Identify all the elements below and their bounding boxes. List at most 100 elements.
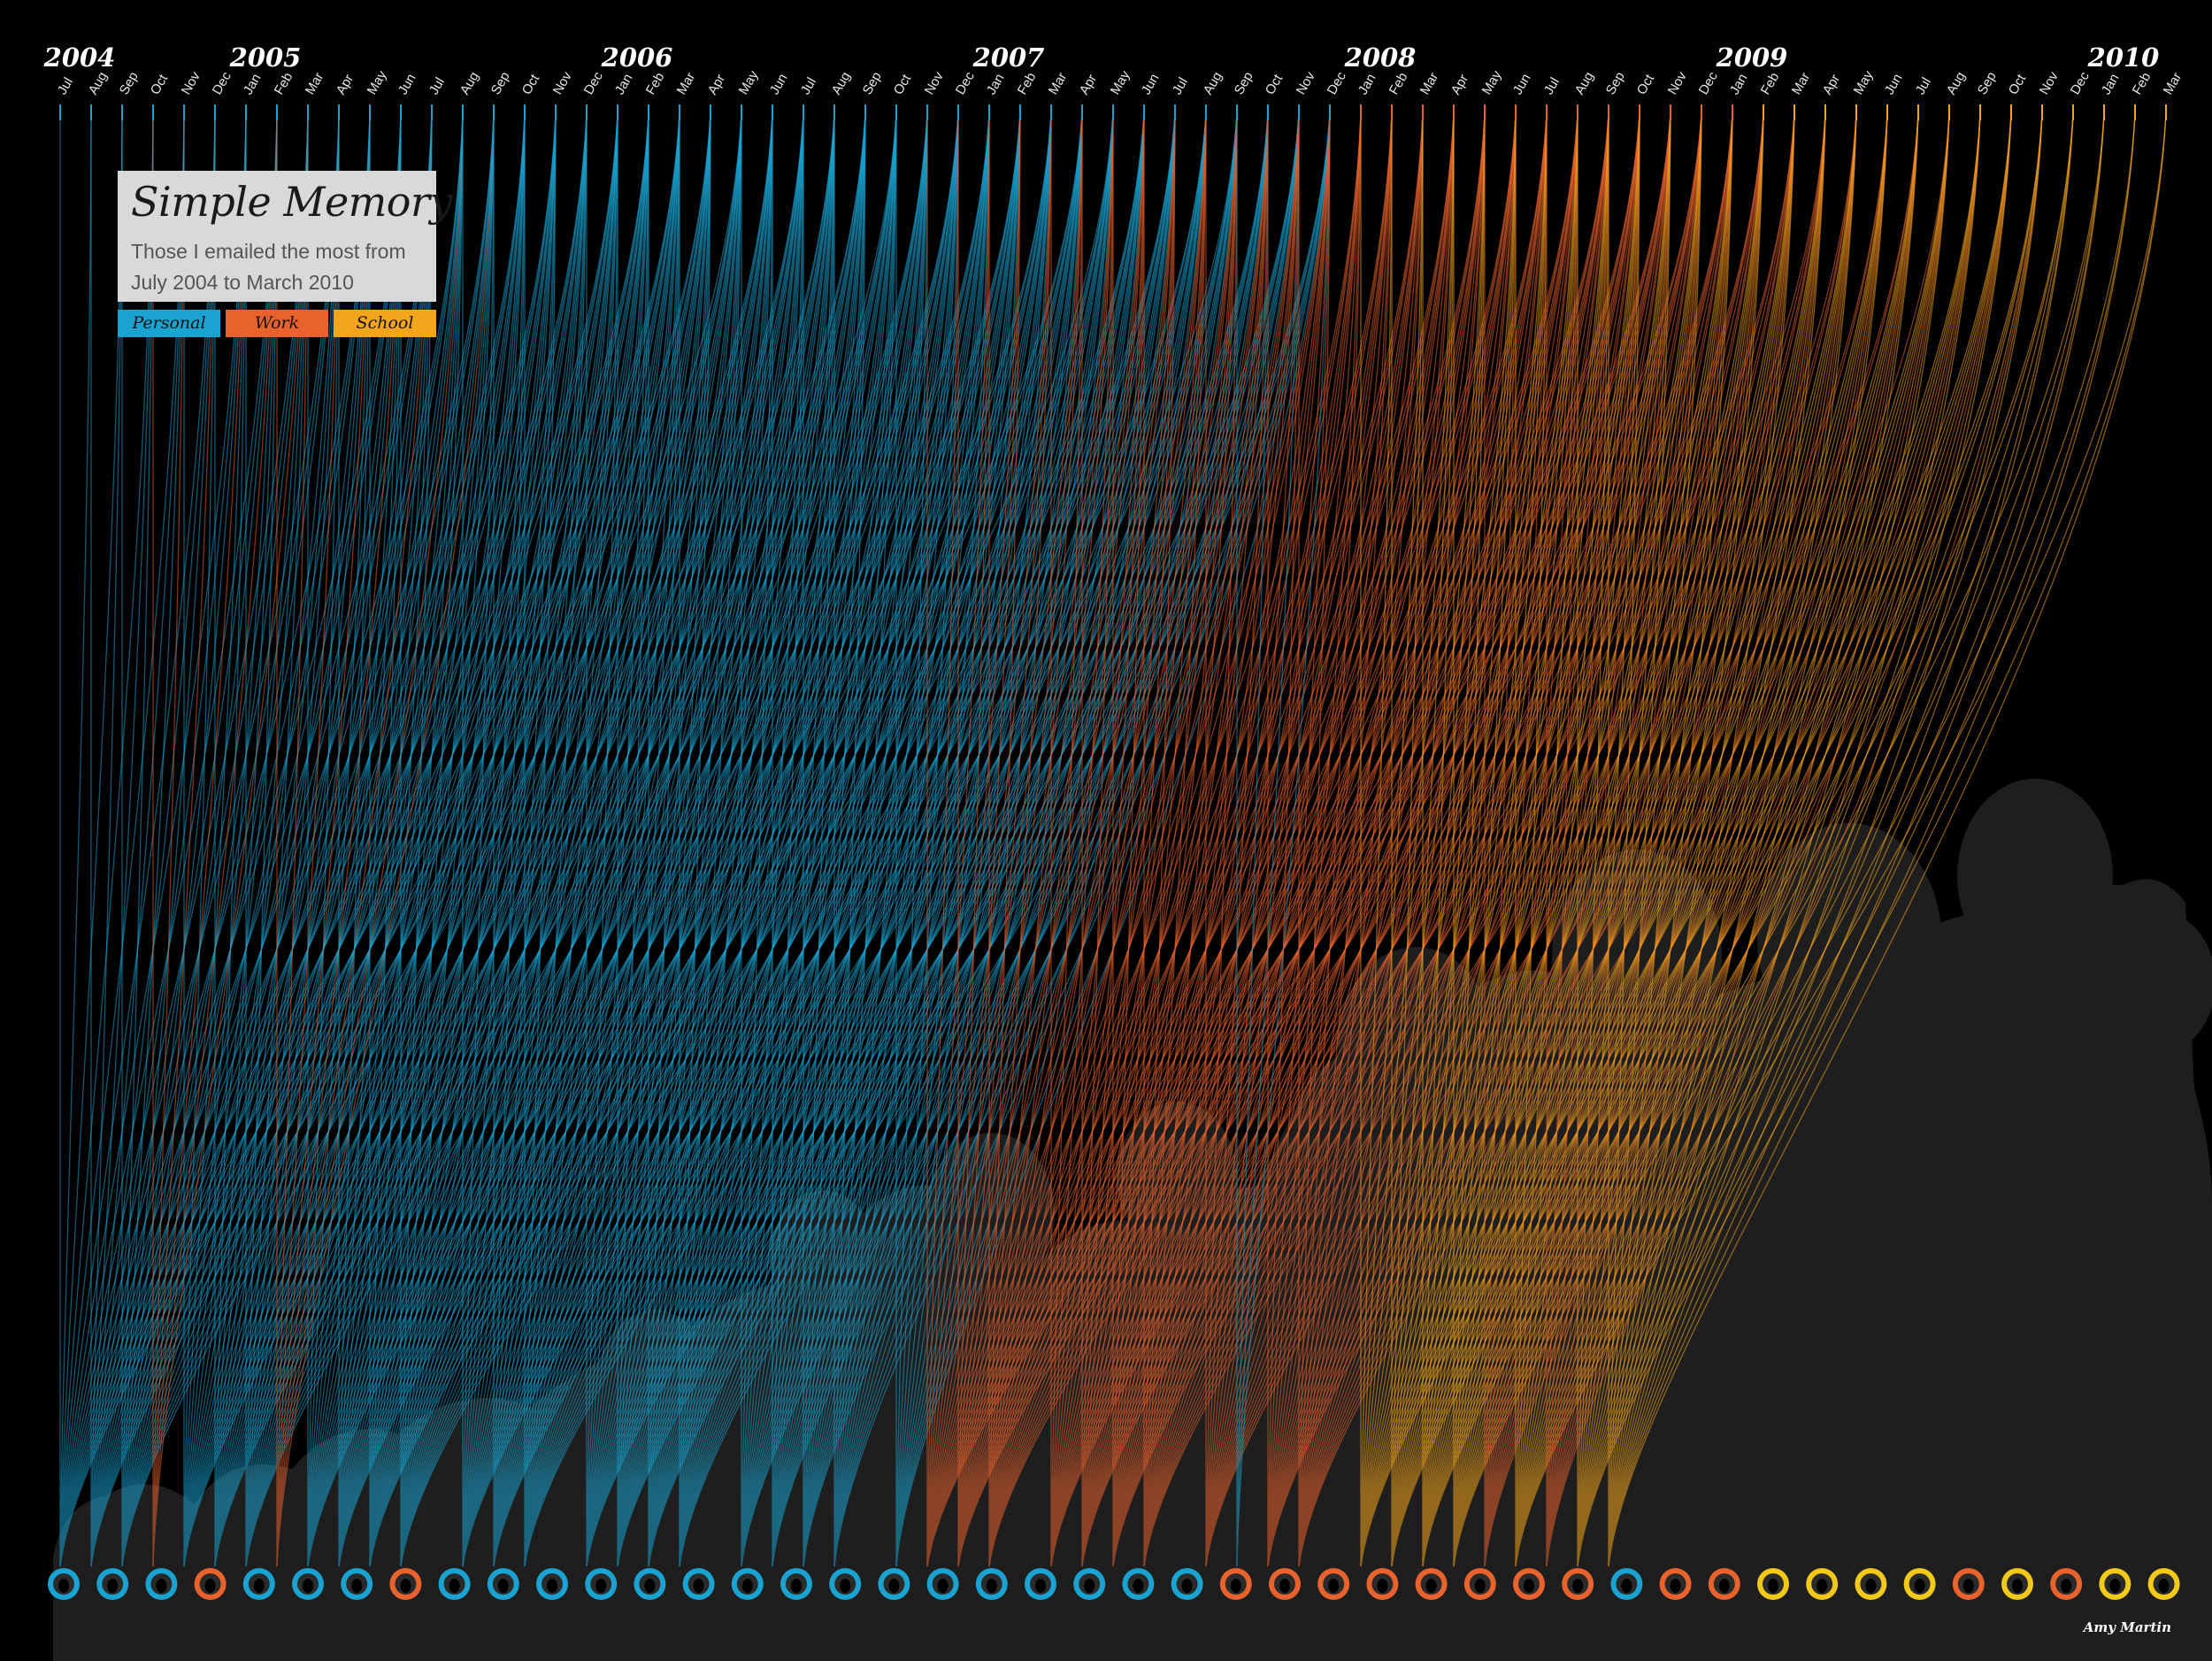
person-node[interactable] [1366,1568,1399,1600]
person-node[interactable] [682,1568,715,1600]
legend-chip-work: Work [226,310,328,337]
person-node[interactable] [2050,1568,2083,1600]
person-node[interactable] [1219,1568,1252,1600]
person-node[interactable] [242,1568,275,1600]
person-node[interactable] [145,1568,178,1600]
person-head-icon [303,1579,313,1593]
person-head-icon [1816,1579,1828,1593]
person-nodes [48,1568,2180,1600]
person-head-icon [741,1579,753,1593]
person-head-icon [1914,1579,1925,1593]
person-node[interactable] [1073,1568,1106,1600]
person-head-icon [1230,1579,1241,1593]
person-node[interactable] [926,1568,959,1600]
person-node[interactable] [1317,1568,1350,1600]
person-head-icon [497,1579,509,1593]
person-node[interactable] [292,1568,324,1600]
person-node[interactable] [731,1568,764,1600]
person-head-icon [937,1579,949,1593]
email-arc [1050,112,1083,1567]
email-arc [90,112,123,1567]
year-label: 2006 [601,42,673,73]
person-node[interactable] [2099,1568,2131,1600]
page-subtitle: Those I emailed the most from July 2004 … [131,240,406,294]
person-node[interactable] [1269,1568,1301,1600]
person-node[interactable] [829,1568,862,1600]
email-arc [59,112,92,1567]
email-arc [1236,112,1269,1567]
person-head-icon [1621,1579,1632,1593]
email-arc [1608,112,2167,1567]
email-arc [1546,112,1578,1567]
email-arc [1608,112,1888,1567]
person-node[interactable] [1659,1568,1692,1600]
person-head-icon [1474,1579,1486,1593]
person-node[interactable] [2147,1568,2180,1600]
legend-chip-school: School [334,310,436,337]
person-head-icon [1572,1579,1584,1593]
person-head-icon [58,1579,69,1593]
person-node[interactable] [96,1568,129,1600]
person-node[interactable] [780,1568,812,1600]
email-arc [524,112,588,1567]
person-node[interactable] [1122,1568,1155,1600]
person-node[interactable] [389,1568,422,1600]
email-arc [803,112,835,1567]
person-node[interactable] [1025,1568,1056,1600]
person-node[interactable] [1463,1568,1496,1600]
email-arc [1298,112,1393,1567]
person-node[interactable] [438,1568,471,1600]
person-node[interactable] [1952,1568,1985,1600]
person-head-icon [595,1579,607,1593]
person-node[interactable] [975,1568,1008,1600]
email-arc [988,112,1021,1567]
email-arc [772,112,804,1567]
email-arc [988,112,1052,1567]
person-head-icon [986,1579,997,1593]
person-node[interactable] [48,1568,80,1600]
email-arc [276,112,309,1567]
person-head-icon [2158,1579,2170,1593]
email-arc [1608,112,1950,1567]
person-head-icon [791,1579,802,1593]
person-node[interactable] [194,1568,227,1600]
person-node[interactable] [2001,1568,2033,1600]
person-node[interactable] [1171,1568,1203,1600]
person-node[interactable] [1806,1568,1839,1600]
person-head-icon [2061,1579,2072,1593]
person-node[interactable] [1855,1568,1887,1600]
person-node[interactable] [1513,1568,1545,1600]
person-node[interactable] [536,1568,568,1600]
person-node[interactable] [487,1568,519,1600]
person-head-icon [1328,1579,1340,1593]
email-arc [1608,112,2105,1567]
person-node[interactable] [634,1568,666,1600]
person-node[interactable] [1562,1568,1594,1600]
person-node[interactable] [1708,1568,1740,1600]
year-label: 2005 [229,42,302,73]
email-arc [1608,112,1733,1567]
year-label: 2007 [972,42,1045,73]
email-arc [214,112,247,1567]
person-head-icon [1768,1579,1778,1593]
person-head-icon [204,1579,216,1593]
person-node[interactable] [1757,1568,1789,1600]
email-arc [1205,112,1238,1567]
person-node[interactable] [1610,1568,1643,1600]
email-arc [1608,112,2074,1567]
person-node[interactable] [1903,1568,1936,1600]
person-node[interactable] [1415,1568,1448,1600]
email-arc [152,112,185,1567]
legend-card: Simple Memory Those I emailed the most f… [118,171,452,302]
email-arc [1360,112,1393,1567]
email-arc [1608,112,1919,1567]
person-head-icon [1962,1579,1974,1593]
person-node[interactable] [585,1568,618,1600]
email-arc [1143,112,1176,1567]
email-arc [1484,112,1517,1567]
person-head-icon [840,1579,851,1593]
email-arc [679,112,711,1567]
person-node[interactable] [341,1568,373,1600]
person-node[interactable] [878,1568,910,1600]
email-arc [338,112,371,1567]
